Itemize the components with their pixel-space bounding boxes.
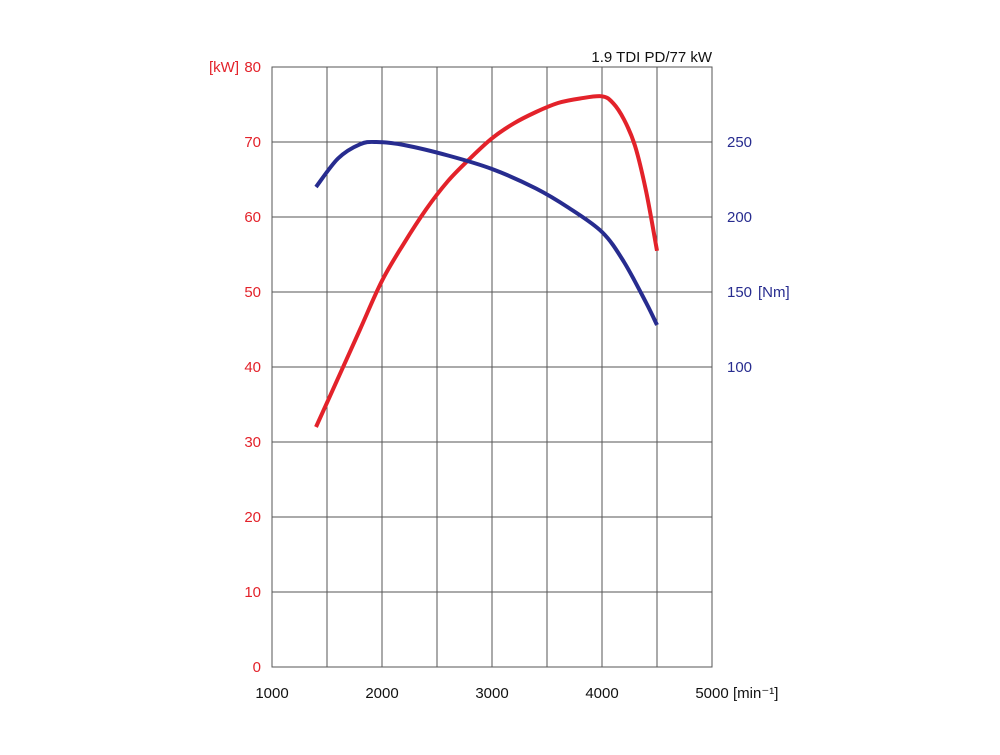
left-y-tick-label: 30 [244,434,261,451]
x-tick-label: 1000 [255,685,288,702]
x-tick-label: 3000 [475,685,508,702]
left-y-tick-label: 40 [244,359,261,376]
torque-curve-line [314,139,659,326]
left-y-tick-label: 60 [244,209,261,226]
right-y-tick-label: 250 [727,134,752,151]
left-axis-unit: [kW] [209,59,239,76]
plot-frame [271,66,713,668]
chart-title: 1.9 TDI PD/77 kW [591,49,712,66]
right-axis-unit: [Nm] [758,284,790,301]
left-axis-ticks: 0 10 20 30 40 50 60 70 80 [244,59,261,676]
right-axis-ticks: 100 150 200 250 [727,134,752,376]
series-group [314,94,659,428]
left-y-tick-label: 20 [244,509,261,526]
right-y-tick-label: 150 [727,284,752,301]
left-y-tick-label: 70 [244,134,261,151]
left-y-tick-label: 10 [244,584,261,601]
x-axis-ticks: 1000 2000 3000 4000 5000 [255,685,728,702]
right-y-tick-label: 100 [727,359,752,376]
x-axis-unit: [min⁻¹] [733,685,778,702]
left-y-tick-label: 0 [253,659,261,676]
x-tick-label: 2000 [365,685,398,702]
x-tick-label: 5000 [695,685,728,702]
right-y-tick-label: 200 [727,209,752,226]
x-tick-label: 4000 [585,685,618,702]
left-y-tick-label: 80 [244,59,261,76]
left-y-tick-label: 50 [244,284,261,301]
power-curve-line [314,94,659,428]
